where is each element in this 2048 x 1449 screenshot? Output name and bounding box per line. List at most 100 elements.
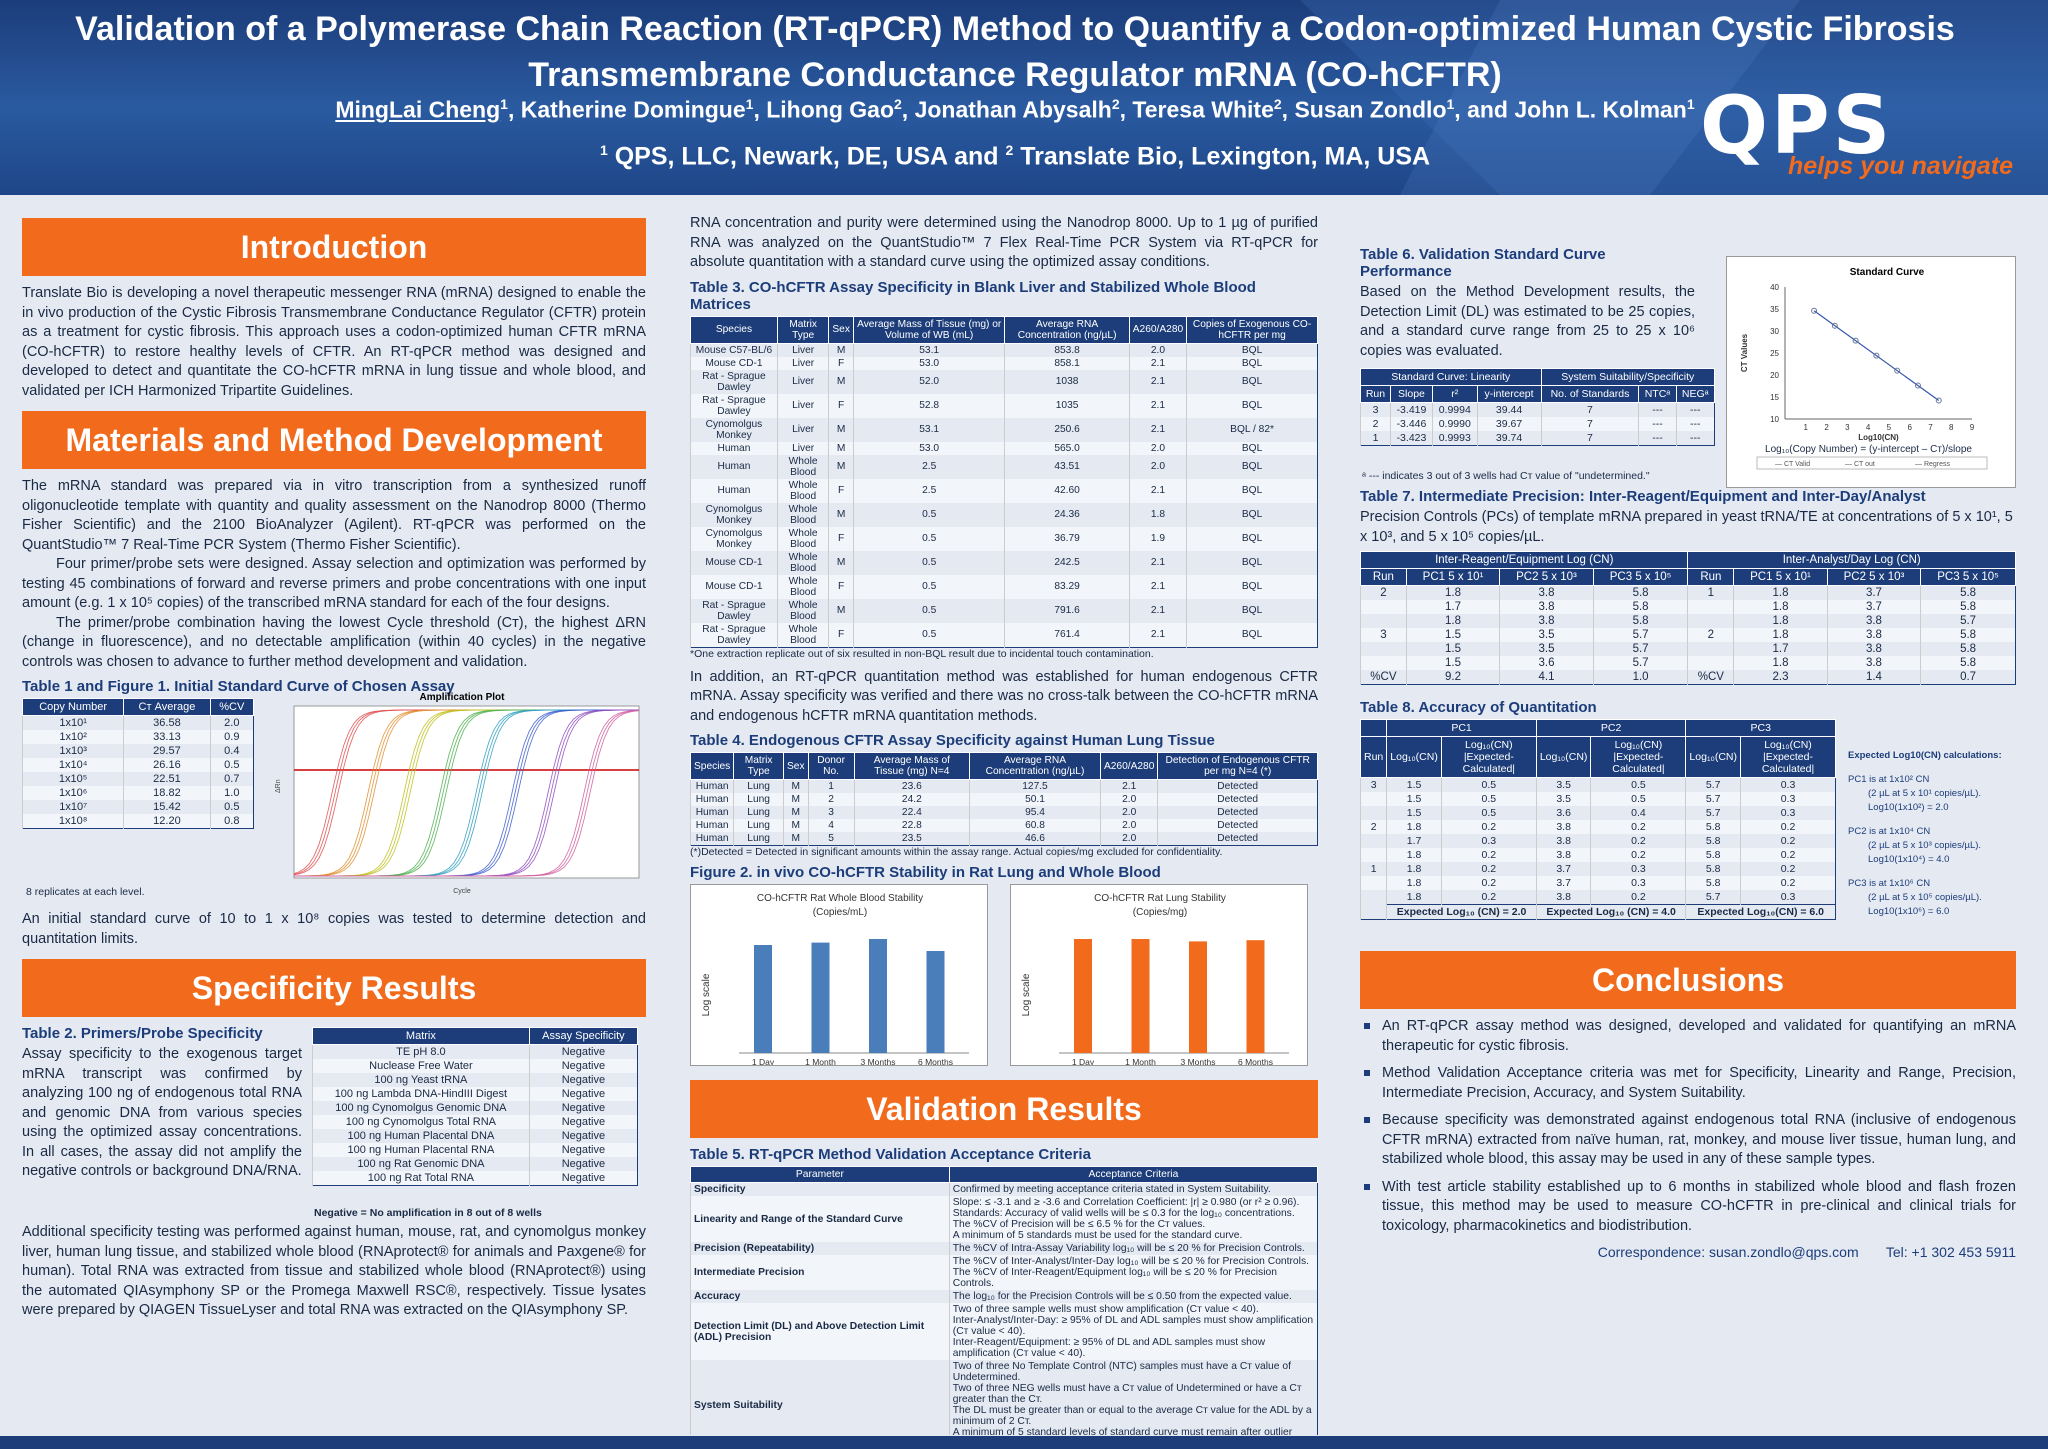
table8-cell: 3.7 xyxy=(1535,876,1591,890)
table8-title: Table 8. Accuracy of Quantitation xyxy=(1360,699,1597,716)
table8-cell: 0.4 xyxy=(1590,806,1686,820)
table3-cell: 1.8 xyxy=(1128,502,1187,527)
methods-p3: The primer/probe combination having the … xyxy=(22,614,646,670)
bar xyxy=(1074,939,1092,1053)
table7-cell xyxy=(1360,614,1407,628)
table7-cell xyxy=(1360,642,1407,656)
table8-cell: 1.5 xyxy=(1386,777,1442,792)
table2-cell: Negative xyxy=(528,1157,638,1171)
table6-cell: -3.446 xyxy=(1389,417,1433,431)
table3-cell: F xyxy=(828,574,854,599)
table1-cell: 1.0 xyxy=(209,786,254,800)
table3-cell: Mouse C57-BL/6 xyxy=(690,343,778,357)
table8-cell: 1.8 xyxy=(1386,848,1442,862)
table7-cell: 9.2 xyxy=(1405,670,1500,685)
table3-cell: 2.1 xyxy=(1128,393,1187,418)
table3-header: Average RNA Concentration (ng/µL) xyxy=(1004,315,1130,344)
table4-cell: Detected xyxy=(1157,806,1318,819)
y-axis-label: CT Values xyxy=(1740,333,1749,372)
table6-cell: 7 xyxy=(1540,402,1639,417)
table8-cell: 0.2 xyxy=(1440,890,1537,905)
table6-cell: --- xyxy=(1638,431,1676,446)
table2-cell: Negative xyxy=(528,1073,638,1087)
table7: Inter-Reagent/Equipment Log (CN) Inter-An… xyxy=(1360,551,2016,685)
table7-cell xyxy=(1360,656,1407,670)
table7-cell: 3.5 xyxy=(1499,642,1594,656)
lung-stability-chart: CO-hCFTR Rat Lung Stability (Copies/mg) Lo… xyxy=(1010,884,1308,1066)
conclusion-item: Method Validation Acceptance criteria wa… xyxy=(1360,1064,2016,1103)
y-tick-label: 40 xyxy=(1770,283,1779,292)
table4-cell: 24.2 xyxy=(853,793,970,806)
table3-cell: 565.0 xyxy=(1004,441,1130,455)
table1-cell: 0.9 xyxy=(209,730,254,744)
table3-cell: 2.5 xyxy=(852,454,1005,479)
table7-cell: 5.7 xyxy=(1592,628,1688,642)
table5-header: Acceptance Criteria xyxy=(948,1166,1318,1183)
table2: Matrix Assay Specificity TE pH 8.0 Negative… xyxy=(312,1027,639,1186)
table3-cell: 53.1 xyxy=(852,417,1005,442)
tick-label: 6 Months xyxy=(1238,1057,1273,1066)
table3-cell: 853.8 xyxy=(1004,343,1130,357)
table7-cell: 1.8 xyxy=(1733,585,1828,600)
table8: PC1 PC2 PC3 Run Log₁₀(CN) Log₁₀(CN) |Expected… xyxy=(1360,719,1836,920)
table4-header: A260/A280 xyxy=(1099,752,1159,780)
table-row: 1x10⁵ 22.51 0.7 xyxy=(22,772,254,786)
table7-cell: 4.1 xyxy=(1499,670,1594,685)
table3-cell: Whole Blood xyxy=(776,454,829,479)
table3-cell: 0.5 xyxy=(852,526,1005,551)
table7-header: Run xyxy=(1687,568,1735,586)
table1-note: 8 replicates at each level. xyxy=(26,886,145,898)
mid-p1: RNA concentration and purity were determ… xyxy=(690,215,1318,270)
table3-cell: 52.0 xyxy=(852,369,1005,394)
table4-cell: 2.0 xyxy=(1099,819,1158,832)
table3-cell: F xyxy=(828,526,854,551)
table1: Copy Number Cт Average %CV 1x10¹ 36.58 2.0 1x1… xyxy=(22,698,255,829)
table6-cell: --- xyxy=(1675,417,1715,431)
table3-cell: 0.5 xyxy=(852,550,1005,575)
table2-cell: Negative xyxy=(528,1044,638,1059)
table7-cell: 5.8 xyxy=(1592,600,1688,614)
table8-cell: 0.5 xyxy=(1440,792,1537,806)
table-row: Specificity Confirmed by meeting acceptan… xyxy=(690,1182,1318,1196)
table3-cell: Cynomolgus Monkey xyxy=(690,502,778,527)
bar xyxy=(754,945,772,1053)
table4-cell: Human xyxy=(690,779,734,793)
chart-title: Standard Curve xyxy=(1850,267,1925,278)
table-row: 100 ng Yeast tRNA Negative xyxy=(312,1073,638,1087)
table-row: Human Lung M 3 22.4 95.4 2.0 Detected xyxy=(690,806,1318,819)
table8-cell: 3.5 xyxy=(1535,777,1591,792)
table2-header: Assay Specificity xyxy=(528,1027,639,1045)
table4-cell: Lung xyxy=(733,793,784,806)
table7-cell: 3.5 xyxy=(1499,628,1594,642)
table1-header: Cт Average xyxy=(123,698,211,716)
table3-cell: BQL xyxy=(1186,550,1318,575)
table-row: 1.8 0.2 3.8 0.2 5.7 0.3 xyxy=(1360,890,1836,905)
table2-cell: 100 ng Rat Total RNA xyxy=(312,1171,530,1186)
table-row: Cynomolgus Monkey Whole Blood F 0.5 36.79 1.9… xyxy=(690,526,1318,551)
table7-cell: 5.7 xyxy=(1920,614,2016,628)
table4-cell: 22.8 xyxy=(853,819,970,832)
bar xyxy=(926,951,945,1053)
table4-header: Detection of Endogenous CFTR per mg N=4 … xyxy=(1157,752,1318,780)
table7-cell: 1.5 xyxy=(1405,642,1500,656)
table4-cell: Lung xyxy=(733,779,784,793)
table3-cell: Liver xyxy=(776,369,829,394)
table1-cell: 0.4 xyxy=(209,744,254,758)
table4-cell: 4 xyxy=(807,819,855,832)
table3-cell: 0.5 xyxy=(852,574,1005,599)
mid-p2: In addition, an RT-qPCR quantitation met… xyxy=(690,668,1318,724)
table8-cell: 0.3 xyxy=(1740,890,1836,905)
table7-cell: 2.3 xyxy=(1733,670,1828,685)
table8-cell: 5.7 xyxy=(1685,806,1741,820)
table3-cell: M xyxy=(828,454,854,479)
table4-cell: 3 xyxy=(807,806,855,819)
table1-cell: 1x10³ xyxy=(22,744,124,758)
table4-cell: Detected xyxy=(1157,793,1318,806)
table4-cell: M xyxy=(782,819,809,832)
bar xyxy=(1246,940,1265,1053)
table8-group-header: PC3 xyxy=(1685,719,1836,737)
table7-cell xyxy=(1687,642,1734,656)
table3-cell: F xyxy=(828,478,854,503)
table8-cell: 0.3 xyxy=(1740,792,1836,806)
table-row: %CV 9.2 4.1 1.0 %CV 2.3 1.4 0.7 xyxy=(1360,670,2016,685)
